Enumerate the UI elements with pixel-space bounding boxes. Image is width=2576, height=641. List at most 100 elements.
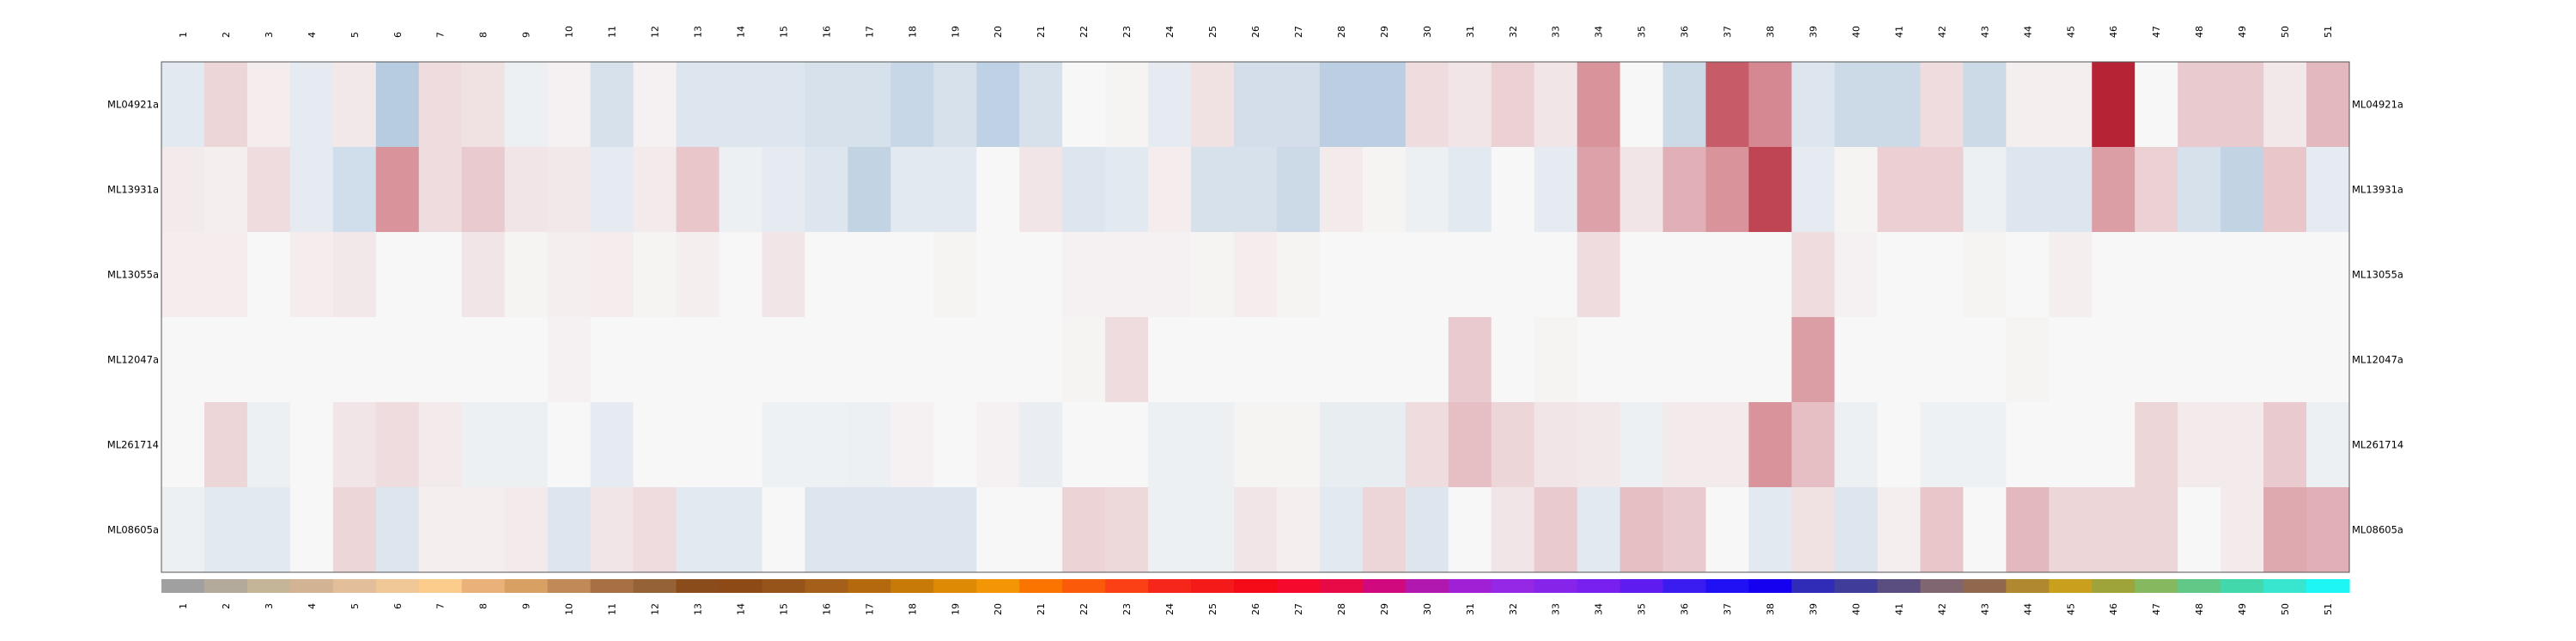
- heatmap-cell: [1405, 232, 1449, 317]
- row-label-right: ML08605a: [2352, 524, 2403, 536]
- heatmap-cell: [1748, 402, 1793, 487]
- heatmap-cell: [1577, 62, 1621, 147]
- column-color-swatch: [976, 579, 1020, 593]
- column-color-swatch: [289, 579, 334, 593]
- heatmap-cell: [1362, 487, 1406, 572]
- heatmap-cell: [633, 62, 677, 147]
- row-label-left: ML04921a: [107, 99, 159, 111]
- heatmap-cell: [719, 232, 763, 317]
- column-color-swatch: [762, 579, 806, 593]
- column-label-top: 28: [1336, 26, 1347, 38]
- heatmap-cell: [1963, 317, 2007, 402]
- column-label-bottom: 37: [1722, 603, 1734, 615]
- column-color-swatch: [1276, 579, 1321, 593]
- heatmap-cell: [1619, 232, 1664, 317]
- heatmap-cell: [1234, 62, 1278, 147]
- row-label-right: ML04921a: [2352, 99, 2403, 111]
- column-label-bottom: 33: [1551, 603, 1562, 615]
- heatmap-cell: [2049, 487, 2093, 572]
- column-label-bottom: 41: [1893, 603, 1905, 615]
- column-label-top: 3: [264, 32, 275, 38]
- column-label-bottom: 23: [1121, 603, 1133, 615]
- heatmap-cell: [461, 147, 506, 232]
- heatmap-cell: [2178, 62, 2221, 147]
- heatmap-cell: [1191, 232, 1235, 317]
- column-label-bottom: 30: [1422, 603, 1433, 615]
- heatmap-cell: [1234, 232, 1278, 317]
- heatmap-cell: [504, 317, 549, 402]
- heatmap-cell: [2263, 487, 2307, 572]
- column-label-top: 8: [478, 32, 489, 38]
- heatmap-cell: [1191, 317, 1235, 402]
- heatmap-cell: [2221, 487, 2264, 572]
- heatmap-cell: [2092, 402, 2136, 487]
- heatmap-cell: [418, 62, 463, 147]
- column-label-top: 31: [1465, 26, 1476, 38]
- heatmap-cell: [1191, 402, 1235, 487]
- heatmap-cell: [1791, 62, 1836, 147]
- column-label-bottom: 44: [2022, 603, 2033, 615]
- heatmap-cell: [1920, 487, 1964, 572]
- heatmap-cell: [2263, 317, 2307, 402]
- column-label-top: 34: [1594, 26, 1605, 38]
- column-label-bottom: 12: [650, 603, 661, 615]
- column-label-top: 7: [435, 32, 447, 38]
- heatmap-cell: [1491, 317, 1535, 402]
- heatmap-cell: [504, 232, 549, 317]
- heatmap-cell: [762, 487, 806, 572]
- heatmap-cell: [848, 487, 891, 572]
- heatmap-cell: [1319, 487, 1364, 572]
- heatmap-cell: [1276, 487, 1321, 572]
- heatmap-cell: [2092, 62, 2136, 147]
- heatmap-cell: [633, 147, 677, 232]
- column-label-top: 2: [221, 32, 232, 38]
- heatmap-cell: [1963, 232, 2007, 317]
- heatmap-cell: [2306, 232, 2350, 317]
- column-color-swatch: [547, 579, 592, 593]
- heatmap-cell: [1191, 147, 1235, 232]
- heatmap-cell: [1105, 147, 1149, 232]
- heatmap-cell: [1877, 62, 1921, 147]
- heatmap-cell: [504, 147, 549, 232]
- column-color-swatch: [1834, 579, 1879, 593]
- heatmap-cell: [2178, 402, 2221, 487]
- column-label-top: 32: [1508, 26, 1519, 38]
- heatmap-cell: [933, 402, 977, 487]
- heatmap-cell: [848, 232, 891, 317]
- column-label-top: 24: [1164, 26, 1176, 38]
- heatmap-cell: [1148, 317, 1192, 402]
- column-label-bottom: 43: [1979, 603, 1990, 615]
- heatmap-cell: [1491, 62, 1535, 147]
- column-color-swatch: [1319, 579, 1364, 593]
- heatmap-cell: [461, 232, 506, 317]
- column-label-top: 26: [1250, 26, 1261, 38]
- heatmap-cell: [1834, 147, 1879, 232]
- heatmap-cell: [1234, 402, 1278, 487]
- heatmap-cell: [1062, 232, 1106, 317]
- heatmap-cell: [1748, 317, 1793, 402]
- column-label-top: 35: [1637, 26, 1648, 38]
- column-label-top: 42: [1936, 26, 1947, 38]
- heatmap-cell: [1491, 402, 1535, 487]
- column-color-swatch: [2178, 579, 2221, 593]
- heatmap-cell: [719, 487, 763, 572]
- column-color-swatch: [1791, 579, 1836, 593]
- column-color-swatch: [2306, 579, 2350, 593]
- heatmap-cell: [1405, 402, 1449, 487]
- heatmap-cell: [933, 147, 977, 232]
- heatmap-cell: [1963, 402, 2007, 487]
- heatmap-cell: [890, 402, 934, 487]
- heatmap-cell: [2306, 487, 2350, 572]
- column-label-bottom: 45: [2065, 603, 2076, 615]
- heatmap-cell: [1276, 147, 1321, 232]
- column-color-swatch: [1705, 579, 1750, 593]
- column-label-bottom: 46: [2108, 603, 2119, 615]
- heatmap-cell: [2049, 317, 2093, 402]
- heatmap-cell: [1791, 487, 1836, 572]
- heatmap-cell: [375, 232, 420, 317]
- heatmap-cell: [1362, 62, 1406, 147]
- heatmap-cell: [1577, 232, 1621, 317]
- heatmap-cell: [1062, 487, 1106, 572]
- heatmap-cell: [1319, 402, 1364, 487]
- column-label-top: 15: [778, 26, 789, 38]
